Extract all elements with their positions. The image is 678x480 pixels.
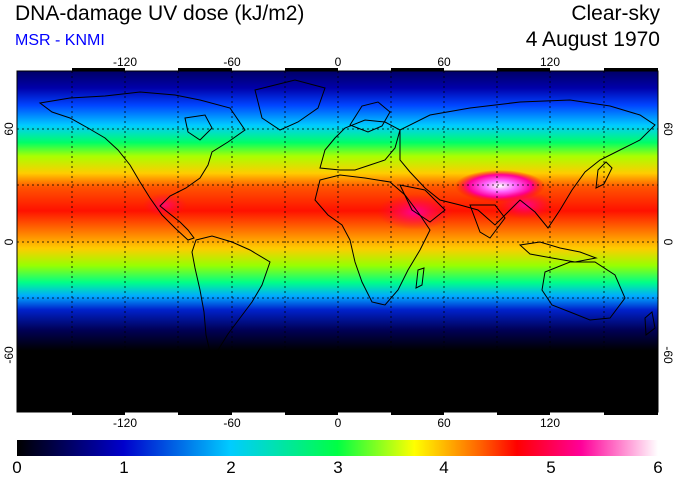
indonesia-outline bbox=[518, 241, 598, 263]
sky-condition-label: Clear-sky bbox=[571, 2, 660, 25]
lon-tick-bottom: 60 bbox=[437, 416, 451, 430]
lon-tick-top: 60 bbox=[437, 55, 451, 69]
north-america-outline bbox=[38, 91, 246, 241]
india-high-region bbox=[497, 191, 553, 219]
lon-tick-bottom: 120 bbox=[540, 416, 560, 430]
gridlines bbox=[17, 71, 658, 412]
scandinavia-outline bbox=[349, 101, 391, 133]
lat-tick-left: 0 bbox=[2, 238, 16, 245]
map-title: DNA-damage UV dose (kJ/m2) bbox=[15, 2, 305, 25]
colorbar-tick: 5 bbox=[546, 458, 556, 477]
lon-tick-top: -60 bbox=[223, 55, 241, 69]
lon-tick-top: 120 bbox=[540, 55, 560, 69]
lat-tick-right: -60 bbox=[661, 346, 675, 364]
colorbar-tick: 6 bbox=[653, 458, 663, 477]
lat-tick-right: 0 bbox=[661, 239, 675, 246]
lat-tick-right: 60 bbox=[661, 122, 675, 136]
india-outline bbox=[469, 204, 506, 239]
lon-tick-bottom: -120 bbox=[113, 416, 137, 430]
lon-tick-bottom: 0 bbox=[335, 416, 342, 430]
credit-label: MSR - KNMI bbox=[15, 32, 105, 49]
date-label: 4 August 1970 bbox=[525, 28, 660, 51]
colorbar-tick: 4 bbox=[439, 458, 449, 477]
uv-field bbox=[17, 71, 658, 412]
lat-tick-left: -60 bbox=[2, 346, 16, 364]
mexico-high-region bbox=[143, 193, 187, 217]
frame-ticks bbox=[72, 68, 658, 415]
south-america-outline bbox=[191, 235, 271, 353]
lon-tick-top: -120 bbox=[113, 55, 137, 69]
arabia-outline bbox=[399, 184, 446, 223]
colorbar-tick: 0 bbox=[12, 458, 22, 477]
colorbar-tick: 1 bbox=[119, 458, 129, 477]
lon-tick-top: 0 bbox=[335, 55, 342, 69]
australia-outline bbox=[541, 261, 626, 321]
hudson-bay-outline bbox=[184, 114, 213, 141]
colorbar bbox=[17, 440, 658, 456]
colorbar-tick: 3 bbox=[333, 458, 343, 477]
greenland-outline bbox=[254, 79, 326, 131]
lat-tick-left: 60 bbox=[2, 122, 16, 136]
new-zealand-outline bbox=[644, 311, 656, 336]
coastlines bbox=[38, 79, 656, 353]
colorbar-tick: 2 bbox=[226, 458, 236, 477]
japan-outline bbox=[595, 161, 613, 189]
asia-outline bbox=[399, 99, 656, 229]
lon-tick-bottom: -60 bbox=[223, 416, 241, 430]
madagascar-outline bbox=[415, 267, 425, 289]
africa-outline bbox=[314, 174, 431, 306]
